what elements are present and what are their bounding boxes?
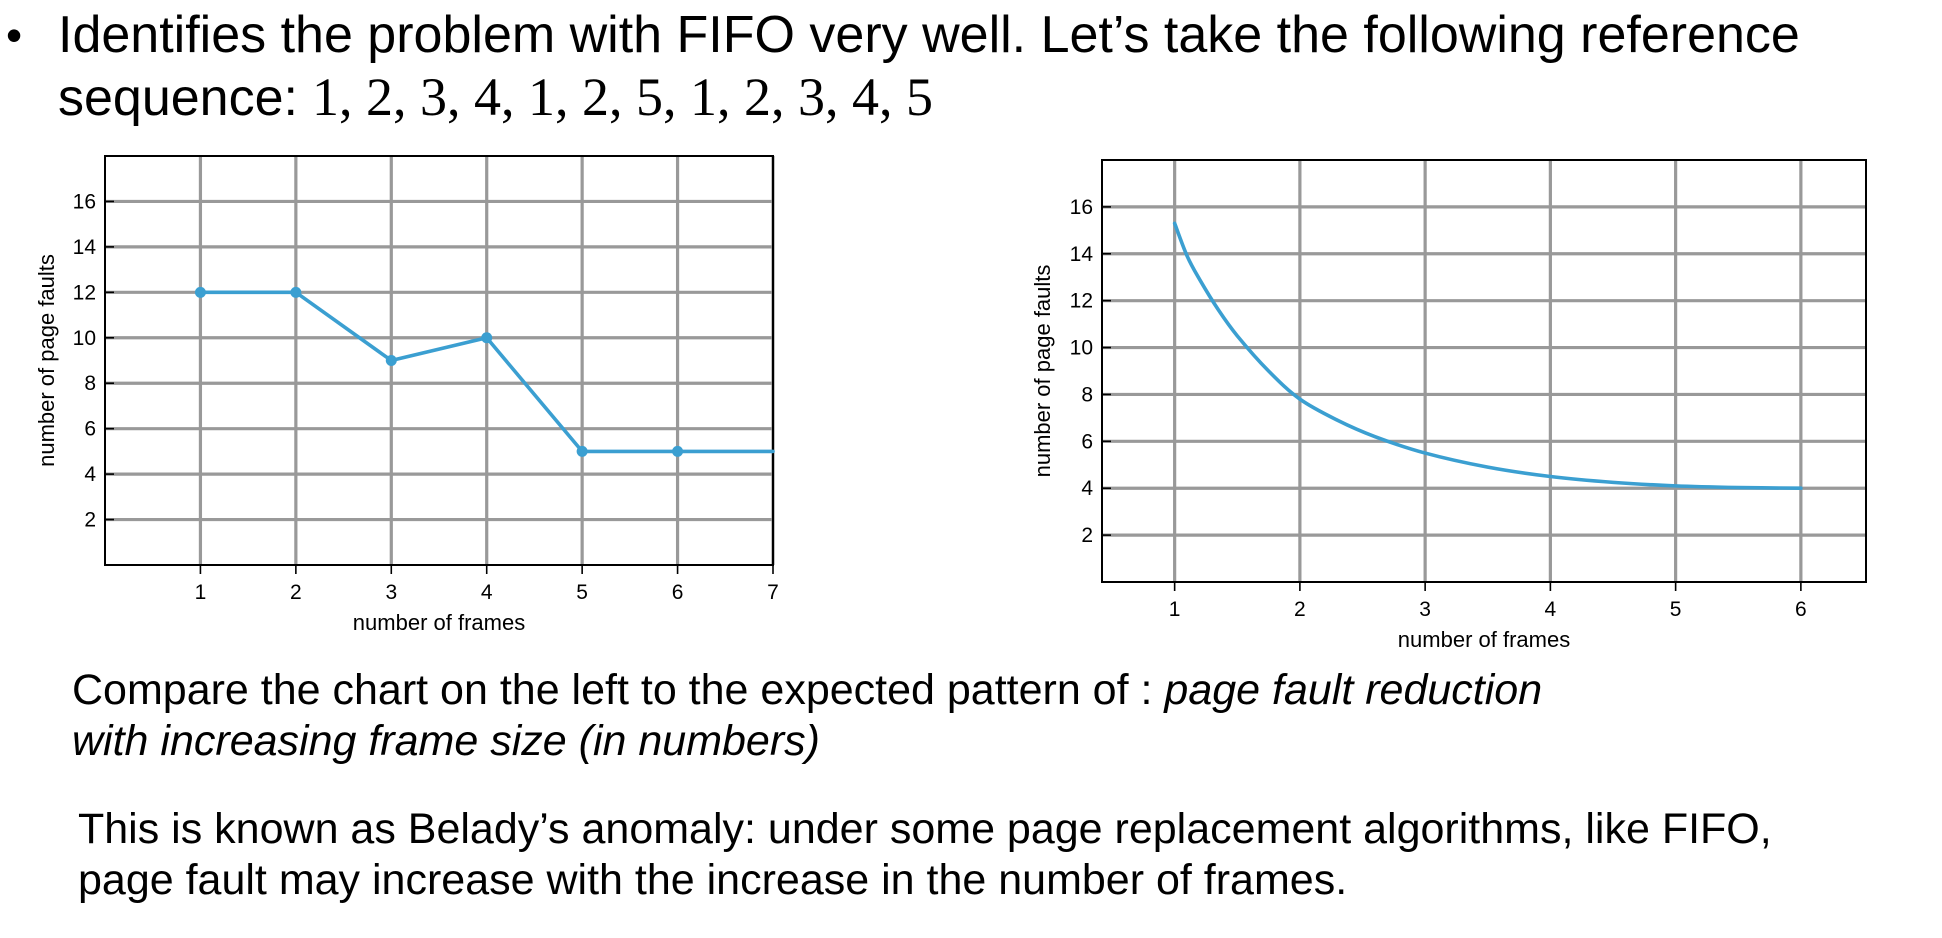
y-tick-label: 10 [73, 327, 96, 350]
x-tick-label: 4 [481, 581, 493, 604]
x-tick-label: 7 [767, 581, 779, 604]
x-tick-label: 5 [1670, 598, 1682, 621]
compare-text: Compare the chart on the left to the exp… [72, 666, 1153, 714]
y-tick-label: 12 [1070, 290, 1093, 313]
plot-frame [1101, 159, 1867, 583]
x-tick-label: 3 [385, 581, 397, 604]
y-tick-label: 6 [84, 418, 96, 441]
x-tick-label: 6 [672, 581, 684, 604]
data-point [290, 286, 302, 298]
belady-line-1: This is known as Belady’s anomaly: under… [78, 805, 1772, 853]
y-tick-label: 2 [1081, 524, 1093, 547]
y-tick-label: 16 [1070, 196, 1093, 219]
x-tick-label: 5 [576, 581, 588, 604]
x-axis-label: number of frames [1398, 627, 1570, 652]
bullet-line-2: sequence: 1, 2, 3, 4, 1, 2, 5, 1, 2, 3, 4… [58, 70, 933, 124]
compare-italic-1: page fault reduction [1164, 666, 1543, 714]
bullet-symbol: • [6, 9, 23, 61]
bullet-point: • Identifies the problem with FIFO very … [0, 0, 1942, 130]
y-axis-label: number of page faults [34, 254, 59, 467]
y-axis-label: number of page faults [1030, 265, 1055, 478]
y-tick-label: 14 [1070, 243, 1094, 266]
reference-sequence: 1, 2, 3, 4, 1, 2, 5, 1, 2, 3, 4, 5 [311, 67, 933, 127]
x-tick-label: 1 [195, 581, 207, 604]
plot-frame [104, 155, 774, 566]
data-point [576, 445, 588, 457]
x-tick-label: 2 [1294, 598, 1306, 621]
x-tick-label: 6 [1795, 598, 1807, 621]
x-tick-label: 1 [1169, 598, 1181, 621]
x-tick-label: 4 [1545, 598, 1557, 621]
y-tick-label: 4 [84, 463, 96, 486]
sequence-label: sequence: [58, 69, 298, 127]
y-tick-label: 8 [1081, 383, 1093, 406]
compare-paragraph: Compare the chart on the left to the exp… [72, 665, 1542, 767]
data-point [194, 286, 206, 298]
y-tick-label: 2 [84, 509, 96, 532]
bullet-line-1: Identifies the problem with FIFO very we… [58, 6, 1800, 64]
data-point [481, 332, 493, 344]
y-tick-label: 6 [1081, 430, 1093, 453]
series-line [1172, 221, 1803, 491]
y-tick-label: 8 [84, 372, 96, 395]
belady-line-2: page fault may increase with the increas… [78, 856, 1348, 904]
data-point [672, 445, 684, 457]
y-tick-label: 12 [73, 281, 96, 304]
compare-italic-2: with increasing frame size (in numbers) [72, 717, 820, 765]
x-tick-label: 3 [1419, 598, 1431, 621]
y-tick-label: 14 [73, 236, 97, 259]
belady-paragraph: This is known as Belady’s anomaly: under… [78, 804, 1772, 906]
y-tick-label: 4 [1081, 477, 1093, 500]
y-tick-label: 16 [73, 190, 96, 213]
y-tick-label: 10 [1070, 337, 1093, 360]
x-tick-label: 2 [290, 581, 302, 604]
data-point [385, 355, 397, 366]
x-axis-label: number of frames [353, 610, 525, 635]
